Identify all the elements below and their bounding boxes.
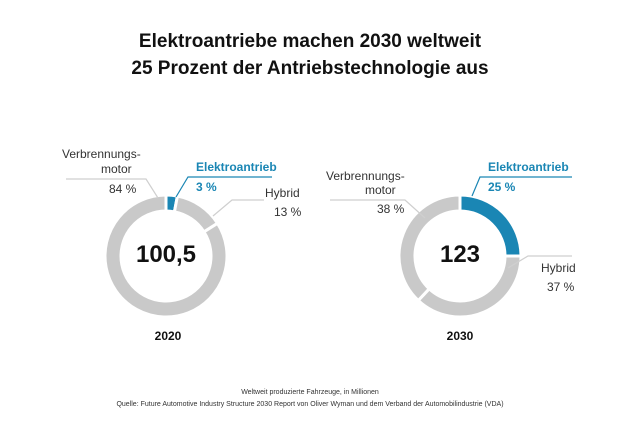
donut-slices-2030 [397,193,523,319]
value-electric-2030: 25 % [488,180,516,194]
chart-title: Elektroantriebe machen 2030 weltweit 25 … [0,28,620,82]
donut-chart-2020: 100,5 Verbrennungs- motor 84 % Elektroan… [62,147,302,343]
leader-line-electric-2020 [175,176,272,198]
leader-line-combustion-2020 [66,178,159,199]
chart-title-line2: 25 Prozent der Antriebstechnologie aus [131,58,489,79]
value-combustion-2020: 84 % [109,182,137,196]
value-hybrid-2030: 37 % [547,280,575,294]
label-hybrid-2020: Hybrid [265,186,300,200]
footer-note: Weltweit produzierte Fahrzeuge, in Milli… [241,389,379,396]
center-total-2020: 100,5 [136,241,196,268]
year-label-2020: 2020 [155,329,182,343]
donut-chart-2030: 123 Verbrennungs- motor 38 % Elektroantr… [326,160,576,343]
label-hybrid-2030: Hybrid [541,261,576,275]
label-combustion-2020-line1: Verbrennungs- [62,147,141,161]
year-label-2030: 2030 [447,329,474,343]
label-combustion-2030-line1: Verbrennungs- [326,169,405,183]
label-combustion-2020-line2: motor [101,162,132,176]
label-electric-2030: Elektroantrieb [488,160,569,174]
leader-line-combustion-2030 [330,199,426,219]
label-combustion-2030-line2: motor [365,183,396,197]
slice-combustion-2030 [397,193,462,303]
value-hybrid-2020: 13 % [274,205,302,219]
value-combustion-2030: 38 % [377,202,405,216]
center-total-2030: 123 [440,241,480,268]
leader-line-electric-2030 [471,176,572,197]
label-electric-2020: Elektroantrieb [196,160,277,174]
chart-title-line1: Elektroantriebe machen 2030 weltweit [138,31,482,52]
value-electric-2020: 3 % [196,180,217,194]
footer-source: Quelle: Future Automotive Industry Struc… [116,401,504,408]
leader-line-hybrid-2030 [507,255,572,269]
leader-line-hybrid-2020 [212,199,264,217]
